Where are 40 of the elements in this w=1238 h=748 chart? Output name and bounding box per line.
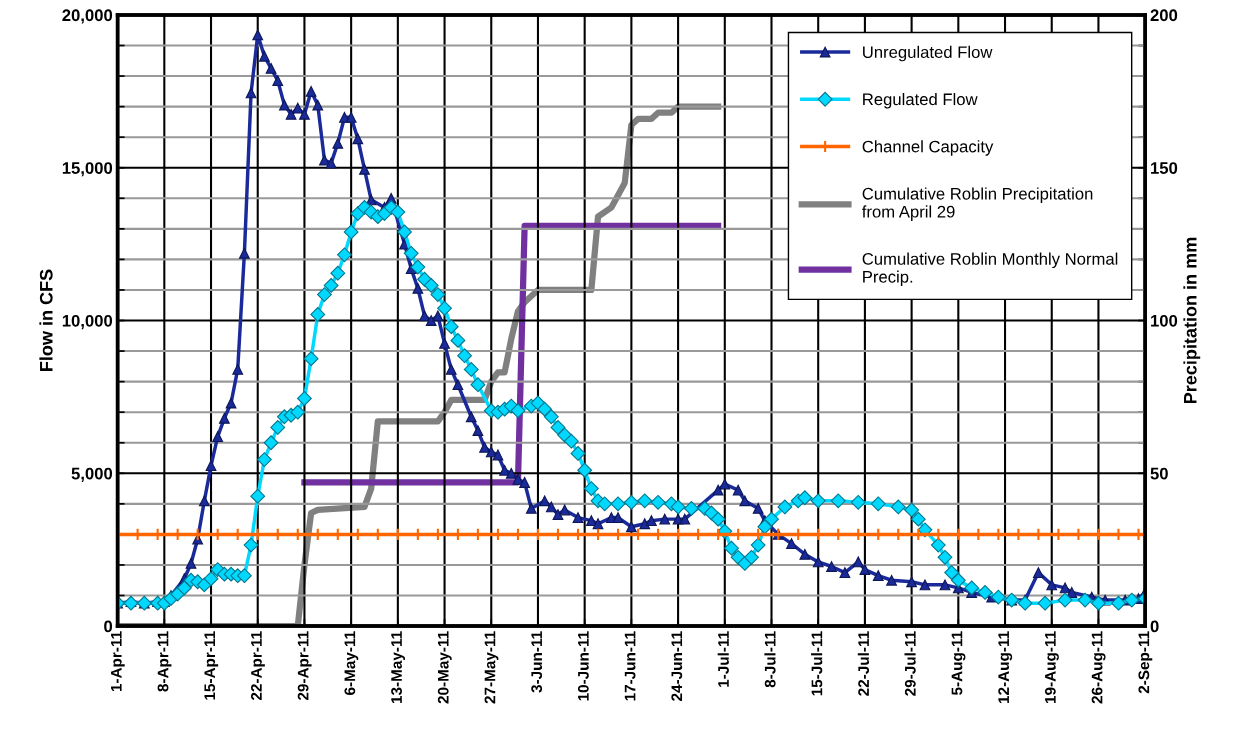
x-tick-label: 6-May-11 bbox=[344, 631, 359, 695]
x-tick-label: 1-Apr-11 bbox=[111, 631, 125, 692]
y2-tick-label: 150 bbox=[1151, 162, 1178, 174]
x-tick-label: 10-Jun-11 bbox=[577, 631, 589, 701]
x-tick-label: 8-Apr-11 bbox=[157, 631, 172, 692]
x-tick-label: 1-Jul-11 bbox=[717, 631, 729, 687]
legend-label: Regulated Flow bbox=[863, 93, 978, 109]
y2-tick-label: 0 bbox=[1150, 620, 1159, 633]
x-tick-label: 17-Jun-11 bbox=[624, 631, 636, 701]
y2-tick-label: 200 bbox=[1150, 9, 1178, 22]
x-tick-label: 2-Sep-11 bbox=[1138, 631, 1153, 694]
x-tick-label: 22-Jul-11 bbox=[857, 631, 870, 696]
x-tick-label: 12-Aug-11 bbox=[998, 631, 1013, 703]
x-tick-label: 24-Jun-11 bbox=[671, 631, 683, 701]
y2-tick-label: 50 bbox=[1150, 467, 1168, 480]
x-tick-label: 15-Jul-11 bbox=[811, 631, 823, 696]
legend-label: Cumulative Roblin Monthly Normal Precip. bbox=[862, 252, 1118, 287]
x-tick-label: 20-May-11 bbox=[437, 631, 452, 704]
x-tick-label: 13-May-11 bbox=[391, 631, 405, 704]
x-tick-label: 3-Jun-11 bbox=[531, 631, 543, 693]
legend-label: Unregulated Flow bbox=[863, 45, 993, 62]
y-tick-label: 15,000 bbox=[62, 162, 113, 177]
x-tick-label: 26-Aug-11 bbox=[1091, 631, 1106, 704]
y2-tick-label: 100 bbox=[1151, 314, 1178, 327]
y-tick-label: 0 bbox=[104, 620, 113, 633]
x-tick-label: 27-May-11 bbox=[484, 631, 499, 704]
legend-label: Cumulative Roblin Precipitation from April 29 bbox=[862, 187, 1093, 221]
x-tick-label: 19-Aug-11 bbox=[1044, 631, 1059, 703]
x-tick-label: 22-Apr-11 bbox=[251, 631, 265, 701]
x-tick-label: 29-Apr-11 bbox=[297, 631, 312, 701]
y-axis-title: Flow in CFS bbox=[39, 269, 53, 371]
x-tick-label: 29-Jul-11 bbox=[904, 631, 916, 696]
y-tick-label: 10,000 bbox=[62, 314, 113, 330]
x-tick-label: 5-Aug-11 bbox=[951, 631, 966, 695]
y2-axis-title: Precipitation in mm bbox=[1183, 237, 1201, 404]
y-tick-label: 5,000 bbox=[71, 467, 113, 482]
y-tick-label: 20,000 bbox=[62, 9, 113, 24]
x-tick-label: 8-Jul-11 bbox=[764, 631, 776, 688]
legend-label: Channel Capacity bbox=[862, 140, 994, 156]
x-tick-label: 15-Apr-11 bbox=[204, 631, 219, 700]
